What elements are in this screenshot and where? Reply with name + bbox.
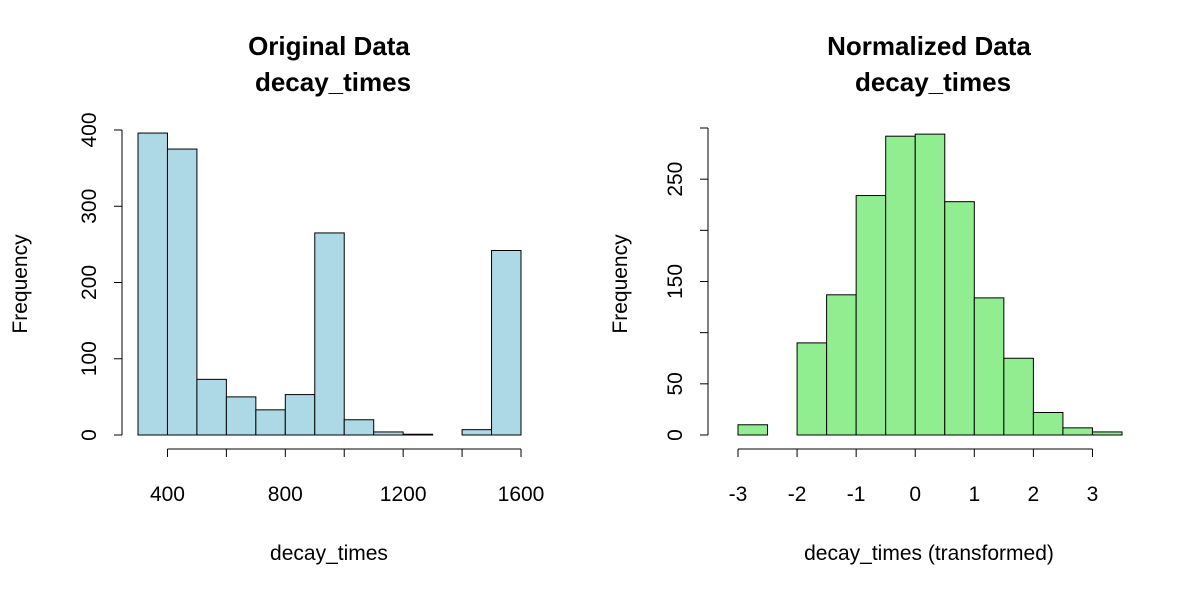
histogram-bar <box>914 133 946 436</box>
x-axis: 400 800 1200 1600 <box>150 448 545 506</box>
y-axis-label: Frequency <box>9 234 32 334</box>
y-tick-label: 400 <box>78 112 101 147</box>
bars <box>737 133 1123 436</box>
y-tick-label: 0 <box>664 429 687 441</box>
y-axis: 0 100 200 300 400 <box>78 112 123 441</box>
y-tick-label: 300 <box>78 189 101 224</box>
x-tick-label: -3 <box>729 483 748 506</box>
x-tick-label: 400 <box>150 483 185 506</box>
chart-title: Original Data <box>248 31 410 61</box>
histogram-bar <box>284 394 316 436</box>
y-tick-label: 200 <box>78 265 101 300</box>
histogram-bar <box>373 431 404 436</box>
y-tick-label: 150 <box>664 264 687 299</box>
y-tick-label: 100 <box>78 341 101 376</box>
histogram-bar <box>737 424 769 436</box>
x-tick-label: 800 <box>268 483 303 506</box>
y-tick-label: 50 <box>664 372 687 395</box>
histogram-bar <box>1091 431 1123 436</box>
bars <box>137 132 522 436</box>
histogram-bar <box>826 294 857 436</box>
x-axis-label: decay_times (transformed) <box>804 542 1054 565</box>
histogram-bar <box>944 201 975 436</box>
x-tick-label: 1200 <box>380 483 427 506</box>
histogram-bar <box>1062 427 1093 436</box>
histogram-bar <box>973 297 1005 436</box>
y-tick-label: 0 <box>78 429 101 441</box>
histogram-bar <box>343 419 375 436</box>
histogram-bar <box>855 195 887 436</box>
histogram-bar <box>1003 357 1034 436</box>
histogram-bar <box>314 232 345 436</box>
histogram-bar <box>491 249 522 436</box>
histogram-bar <box>255 409 286 436</box>
y-axis-label: Frequency <box>609 234 632 334</box>
original-data-histogram: Original Data decay_times decay_times Fr… <box>9 31 544 565</box>
x-tick-label: -2 <box>788 483 807 506</box>
normalized-data-histogram: Normalized Data decay_times decay_times … <box>609 31 1123 565</box>
histogram-bar <box>225 396 257 436</box>
x-tick-label: 2 <box>1028 483 1040 506</box>
y-axis: 0 50 150 250 <box>664 127 709 441</box>
x-tick-label: -1 <box>847 483 866 506</box>
x-axis-label: decay_times <box>270 542 388 565</box>
y-tick-label: 250 <box>664 162 687 197</box>
histogram-bar <box>796 342 828 436</box>
x-tick-label: 1 <box>968 483 980 506</box>
x-tick-label: 1600 <box>498 483 545 506</box>
histogram-bar <box>166 148 198 436</box>
x-axis: -3 -2 -1 0 1 2 3 <box>729 448 1099 506</box>
histogram-bar <box>196 378 227 436</box>
histogram-bar <box>885 135 916 436</box>
x-tick-label: 3 <box>1087 483 1099 506</box>
chart-subtitle: decay_times <box>255 67 411 97</box>
histogram-bar <box>402 433 434 436</box>
x-tick-label: 0 <box>909 483 921 506</box>
chart-title: Normalized Data <box>827 31 1031 61</box>
histogram-bar <box>137 132 168 436</box>
chart-subtitle: decay_times <box>855 67 1011 97</box>
histogram-bar <box>461 429 493 436</box>
histogram-bar <box>1032 411 1064 436</box>
